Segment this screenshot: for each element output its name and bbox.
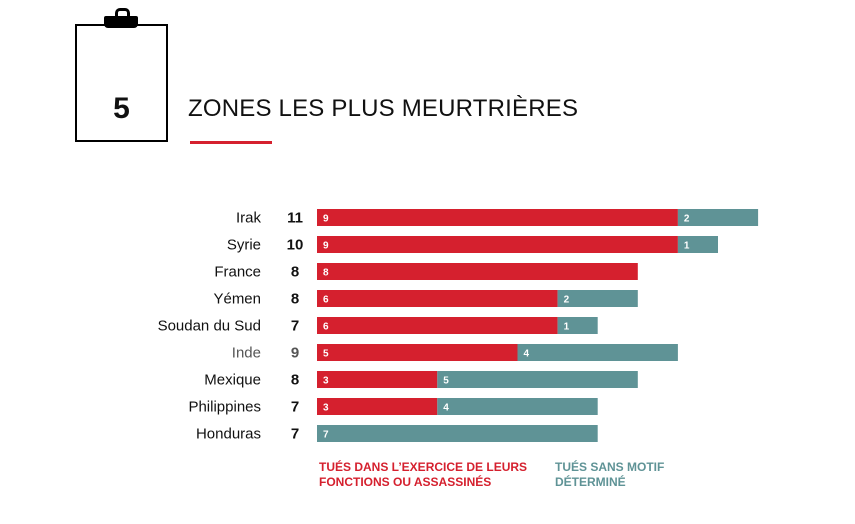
total-label: 8 (291, 264, 299, 281)
bar-segment-killed (317, 371, 438, 388)
total-label: 7 (291, 318, 299, 335)
category-label: Honduras (196, 426, 261, 443)
total-label: 11 (287, 210, 303, 227)
clipboard-clip (104, 16, 138, 28)
bar-value-label: 9 (323, 241, 329, 252)
bar-segment-unknown (677, 209, 759, 226)
total-label: 7 (291, 426, 299, 443)
bar-segment-unknown (437, 371, 638, 388)
category-label: Irak (236, 210, 262, 227)
bar-segment-killed (317, 344, 518, 361)
clipboard-icon: 5 (75, 8, 168, 142)
bar-segment-unknown (557, 290, 638, 307)
bar-segment-killed (317, 317, 558, 334)
bar-value-label: 1 (684, 241, 690, 252)
bar-value-label: 4 (524, 349, 530, 360)
bar-value-label: 6 (323, 295, 329, 306)
bar-segment-unknown (677, 236, 718, 253)
title-underline (190, 141, 272, 144)
bar-segment-killed (317, 263, 638, 280)
bar-segment-killed (317, 398, 438, 415)
bar-segment-unknown (437, 398, 598, 415)
section-number: 5 (113, 92, 130, 125)
legend-unknown: TUÉS SANS MOTIF DÉTERMINÉ (555, 460, 665, 489)
category-label: Mexique (204, 372, 261, 389)
legend-killed: TUÉS DANS L’EXERCICE DE LEURS FONCTIONS … (319, 460, 528, 489)
bar-value-label: 1 (564, 322, 570, 333)
bar-segment-unknown (557, 317, 598, 334)
bar-segment-killed (317, 209, 678, 226)
bar-value-label: 3 (323, 403, 329, 414)
bar-value-label: 9 (323, 214, 329, 225)
category-label: Inde (232, 345, 261, 362)
bar-segment-killed (317, 290, 558, 307)
bar-value-label: 2 (564, 295, 570, 306)
bar-segment-unknown (317, 425, 598, 442)
bar-segment-unknown (517, 344, 678, 361)
total-label: 7 (291, 399, 299, 416)
total-label: 8 (291, 372, 299, 389)
category-label: France (214, 264, 261, 281)
total-label: 9 (291, 345, 299, 362)
bar-value-label: 4 (443, 403, 449, 414)
category-label: Philippines (188, 399, 261, 416)
bar-segment-killed (317, 236, 678, 253)
bar-value-label: 8 (323, 268, 329, 279)
category-label: Soudan du Sud (158, 318, 261, 335)
bar-value-label: 5 (323, 349, 329, 360)
category-label: Yémen (213, 291, 261, 308)
total-label: 8 (291, 291, 299, 308)
bar-value-label: 2 (684, 214, 690, 225)
bar-value-label: 5 (443, 376, 449, 387)
bar-value-label: 7 (323, 430, 329, 441)
bar-value-label: 6 (323, 322, 329, 333)
category-label: Syrie (227, 237, 261, 254)
bar-value-label: 3 (323, 376, 329, 387)
chart-title: ZONES LES PLUS MEURTRIÈRES (188, 95, 579, 122)
total-label: 10 (287, 237, 304, 254)
